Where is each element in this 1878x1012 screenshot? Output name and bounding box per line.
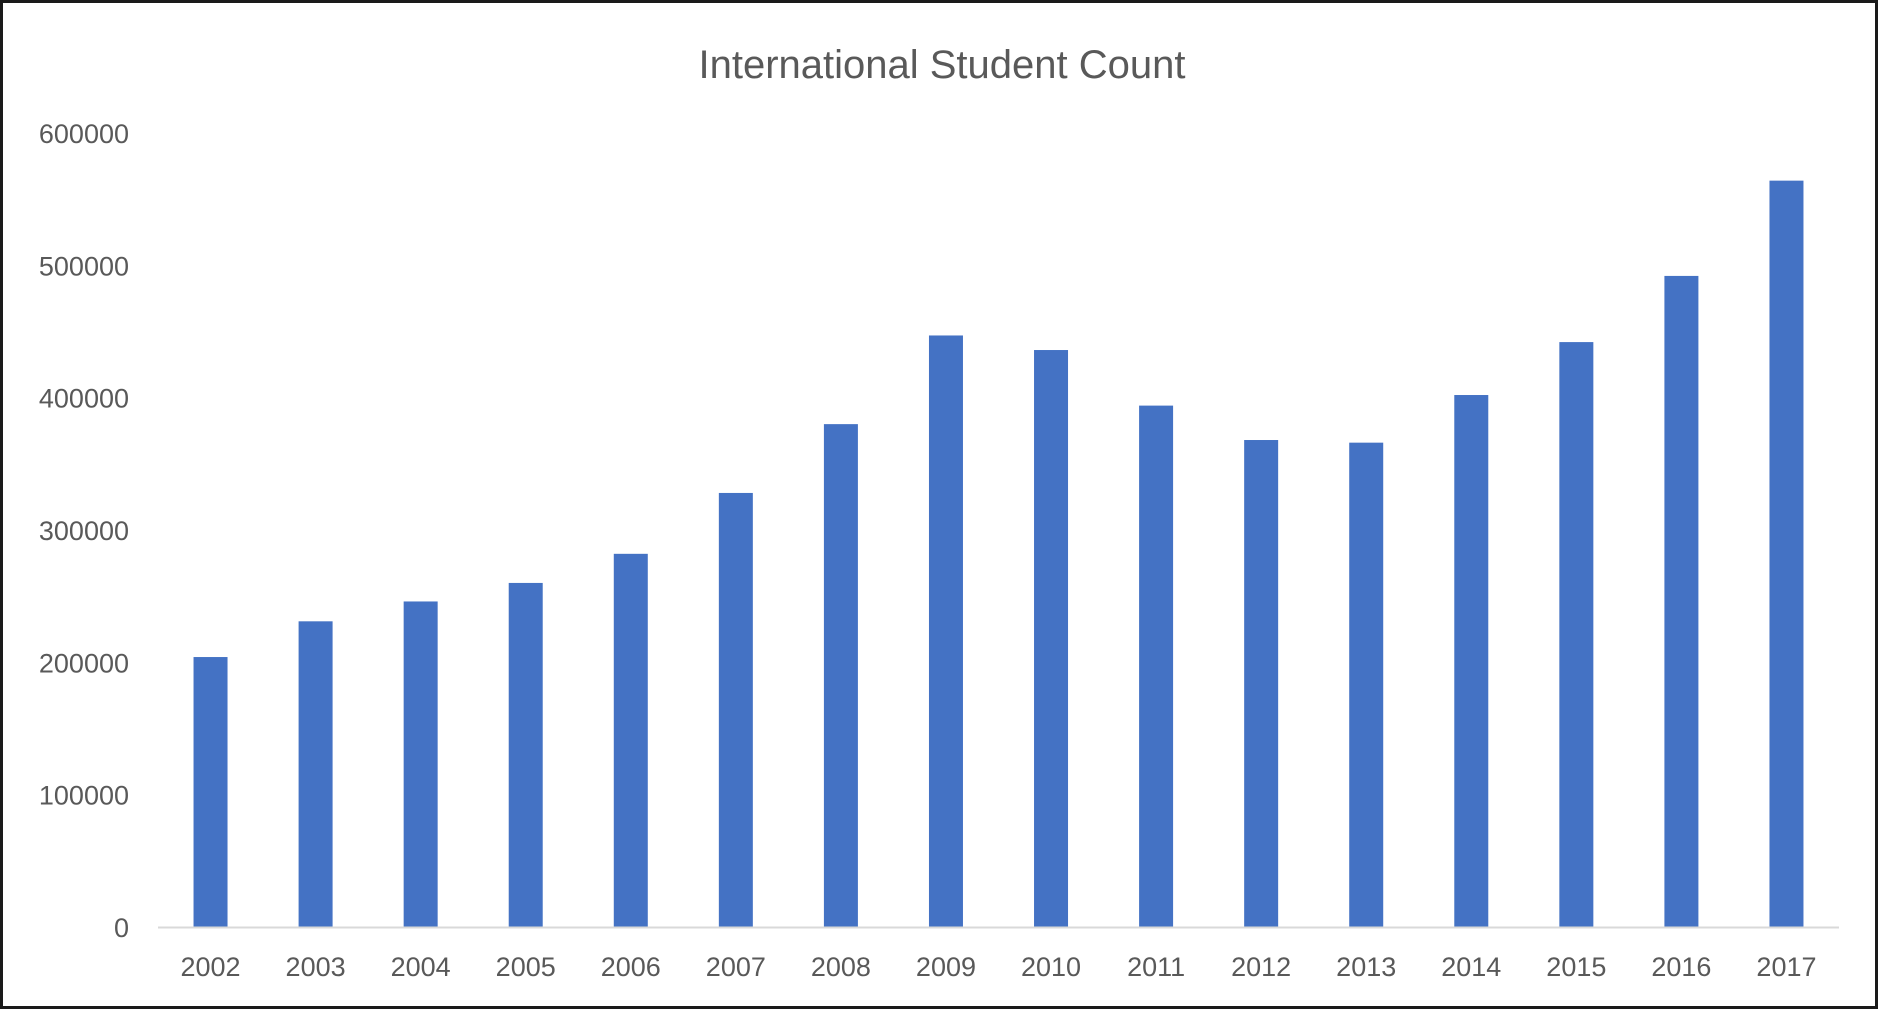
y-axis-ticks: 0 100000 200000 300000 400000 500000 600000 — [39, 119, 129, 943]
x-tick-label: 2007 — [706, 952, 766, 982]
bar — [823, 424, 858, 927]
bar — [928, 335, 963, 928]
bar — [613, 553, 648, 927]
bar — [718, 492, 753, 927]
x-tick-label: 2005 — [496, 952, 556, 982]
x-tick-label: 2012 — [1231, 952, 1291, 982]
x-tick-label: 2004 — [391, 952, 451, 982]
bar — [403, 601, 438, 927]
bar — [1034, 350, 1069, 927]
y-tick-label: 500000 — [39, 251, 129, 281]
y-tick-label: 600000 — [39, 119, 129, 149]
bar — [1349, 442, 1384, 927]
bar — [1454, 395, 1489, 927]
x-tick-label: 2006 — [601, 952, 661, 982]
x-tick-label: 2008 — [811, 952, 871, 982]
x-tick-label: 2003 — [286, 952, 346, 982]
y-tick-label: 400000 — [39, 384, 129, 414]
x-axis-ticks: 2002 2003 2004 2005 2006 2007 2008 2009 2010 2011… — [180, 952, 1816, 982]
x-tick-label: 2010 — [1021, 952, 1081, 982]
y-tick-label: 200000 — [39, 648, 129, 678]
x-tick-label: 2013 — [1336, 952, 1396, 982]
x-tick-label: 2009 — [916, 952, 976, 982]
bar-chart: International Student Count 0 100000 20000… — [39, 43, 1839, 982]
x-tick-label: 2014 — [1441, 952, 1501, 982]
bar — [298, 621, 333, 927]
x-tick-label: 2002 — [180, 952, 240, 982]
y-tick-label: 300000 — [39, 516, 129, 546]
x-tick-label: 2017 — [1756, 952, 1816, 982]
y-tick-label: 0 — [114, 913, 129, 943]
bar — [1139, 405, 1174, 927]
bar — [193, 657, 228, 927]
bar — [1244, 440, 1279, 927]
bar — [1559, 342, 1594, 927]
x-tick-label: 2011 — [1127, 952, 1185, 982]
bar — [508, 582, 543, 927]
bar — [1664, 275, 1699, 927]
bars — [193, 180, 1804, 928]
y-tick-label: 100000 — [39, 781, 129, 811]
x-tick-label: 2015 — [1546, 952, 1606, 982]
chart-title: International Student Count — [698, 43, 1185, 87]
bar — [1769, 180, 1804, 927]
x-tick-label: 2016 — [1651, 952, 1711, 982]
